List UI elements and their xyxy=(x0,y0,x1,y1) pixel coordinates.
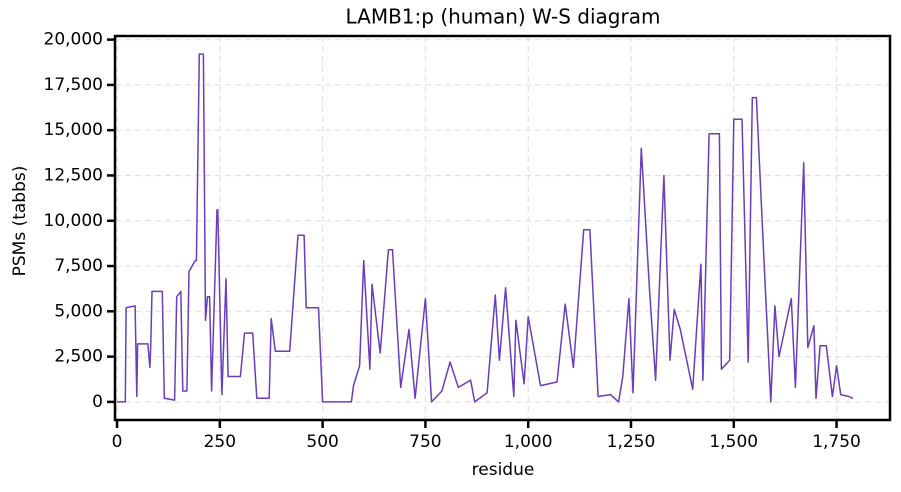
chart-title: LAMB1:p (human) W-S diagram xyxy=(346,5,661,29)
y-tick-label: 10,000 xyxy=(44,211,103,231)
data-line xyxy=(117,53,854,403)
y-tick-label: 2,500 xyxy=(54,347,103,367)
x-tick-label: 250 xyxy=(204,432,236,452)
y-tick-label: 15,000 xyxy=(44,120,103,140)
y-axis-label: PSMs (tabbs) xyxy=(10,166,30,277)
plot-frame xyxy=(113,34,892,422)
x-tick-label: 1,250 xyxy=(607,432,656,452)
y-tick-label: 20,000 xyxy=(44,30,103,50)
x-tick-label: 500 xyxy=(306,432,338,452)
x-tick-label: 750 xyxy=(409,432,441,452)
y-tick-label: 7,500 xyxy=(54,256,103,276)
y-tick-label: 17,500 xyxy=(44,75,103,95)
x-axis-label: residue xyxy=(472,460,535,480)
x-tick-label: 1,500 xyxy=(709,432,758,452)
y-tick-label: 5,000 xyxy=(54,301,103,321)
x-tick-label: 1,000 xyxy=(504,432,553,452)
x-tick-label: 0 xyxy=(112,432,123,452)
y-tick-label: 12,500 xyxy=(44,165,103,185)
y-tick-label: 0 xyxy=(92,392,103,412)
x-tick-label: 1,750 xyxy=(812,432,861,452)
